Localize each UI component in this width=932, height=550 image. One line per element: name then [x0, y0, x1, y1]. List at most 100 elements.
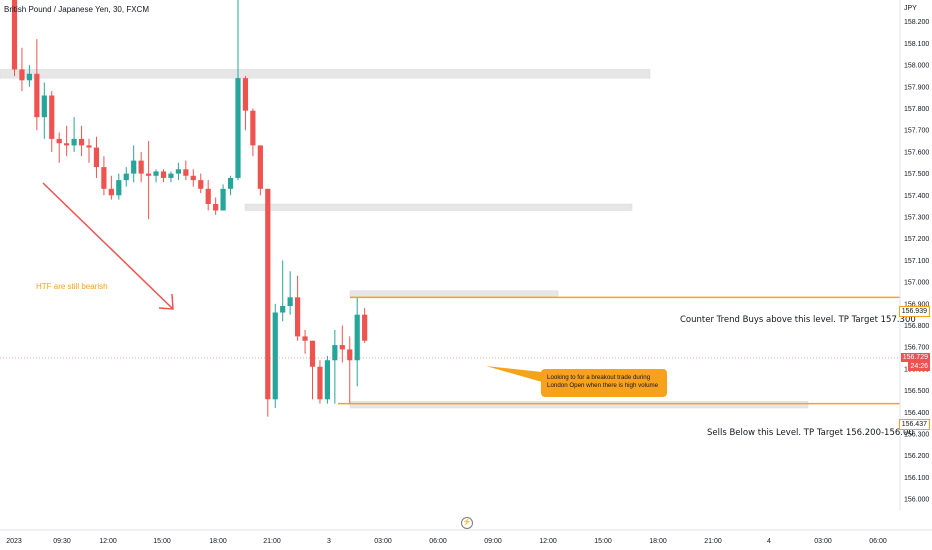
candle-body: [26, 73, 32, 81]
candle-body: [168, 173, 174, 178]
candle-body: [56, 138, 62, 144]
price-tick-label: 157.700: [904, 128, 929, 135]
candle-body: [175, 169, 181, 174]
candle-body: [93, 147, 100, 168]
time-tick-label: 21:00: [704, 538, 722, 545]
level-badge-upper: 156.939: [898, 306, 930, 317]
price-tick-label: 157.800: [904, 106, 929, 113]
time-tick-label: 3: [327, 538, 331, 545]
sells-below-label: Sells Below this Level. TP Target 156.20…: [707, 428, 914, 438]
price-tick-label: 156.700: [904, 345, 929, 352]
zone-rect: [244, 203, 633, 211]
price-tick-label: 157.900: [904, 84, 929, 91]
candle-body: [138, 160, 144, 174]
candle-body: [190, 175, 196, 181]
candle-body: [324, 360, 330, 400]
price-tick-label: 156.200: [904, 453, 929, 460]
price-tick-label: 156.300: [904, 432, 929, 439]
counter-trend-label: Counter Trend Buys above this level. TP …: [680, 315, 916, 325]
candle-body: [242, 78, 249, 111]
candle-body: [49, 95, 55, 139]
price-tick-label: 156.900: [904, 301, 929, 308]
callout-pointer: [486, 366, 542, 382]
candle-body: [272, 312, 278, 400]
price-tick-label: 156.500: [904, 388, 929, 395]
price-axis-unit: JPY: [904, 5, 917, 12]
candle-body: [317, 366, 323, 400]
candle-body: [309, 340, 316, 367]
candle-body: [41, 95, 47, 118]
htf-annotation: HTF are still bearish: [36, 282, 108, 291]
time-tick-label: 18:00: [209, 538, 227, 545]
price-tick-label: 157.300: [904, 215, 929, 222]
countdown-badge: 24:26: [908, 362, 930, 371]
time-tick-label: 03:00: [814, 538, 832, 545]
candle-body: [86, 145, 92, 148]
current-price-badge: 156.729: [900, 353, 930, 362]
candle-body: [108, 188, 114, 196]
price-tick-label: 157.500: [904, 171, 929, 178]
time-tick-label: 09:30: [53, 538, 71, 545]
candle-body: [131, 160, 137, 174]
candle-body: [250, 110, 256, 146]
price-tick-label: 156.000: [904, 497, 929, 504]
zone-rect: [0, 69, 651, 79]
candle-body: [362, 314, 368, 341]
bearish-arrow-head: [158, 293, 174, 310]
price-tick-label: 156.100: [904, 475, 929, 482]
time-tick-label: 03:00: [374, 538, 392, 545]
candle-body: [354, 314, 360, 361]
level-badge-lower: 156.437: [898, 419, 930, 430]
candle-body: [34, 73, 40, 118]
candle-body: [287, 297, 293, 306]
price-tick-label: 158.200: [904, 19, 929, 26]
candle-body: [64, 143, 70, 146]
candle-body: [146, 173, 152, 176]
price-tick-label: 157.400: [904, 193, 929, 200]
time-tick-label: 12:00: [99, 538, 117, 545]
candle-body: [302, 336, 308, 341]
candle-body: [295, 297, 301, 337]
price-tick-label: 156.800: [904, 323, 929, 330]
candle-body: [123, 173, 129, 181]
candle-body: [235, 78, 241, 178]
candle-body: [280, 306, 286, 313]
zone-rect: [349, 401, 809, 409]
candle-body: [71, 138, 77, 146]
time-tick-label: 18:00: [649, 538, 667, 545]
price-tick-label: 157.600: [904, 149, 929, 156]
candle-body: [332, 345, 338, 361]
time-tick-label: 06:00: [429, 538, 447, 545]
bearish-arrow-shaft: [42, 182, 174, 310]
price-tick-label: 158.000: [904, 63, 929, 70]
candle-body: [347, 349, 353, 361]
candle-body: [153, 171, 159, 176]
time-axis: 2023 09:30 12:00 15:00 18:00 21:00 3 03:00 06:00…: [0, 529, 932, 545]
time-tick-label: 09:00: [484, 538, 502, 545]
candle-body: [19, 69, 25, 81]
candle-body: [198, 180, 204, 189]
time-tick-label: 15:00: [153, 538, 171, 545]
candle-body: [220, 188, 226, 211]
candle-body: [11, 0, 18, 70]
candle-body: [257, 145, 263, 189]
chart-title: British Pound / Japanese Yen, 30, FXCM: [4, 5, 149, 14]
price-tick-label: 157.200: [904, 236, 929, 243]
candle-body: [339, 345, 345, 350]
time-tick-label: 21:00: [263, 538, 281, 545]
zone-rect: [349, 290, 559, 298]
timezone-icon[interactable]: ⚡: [461, 517, 473, 529]
time-tick-label: 12:00: [539, 538, 557, 545]
price-tick-label: 157.100: [904, 258, 929, 265]
candle-body: [227, 177, 234, 189]
candle-body: [265, 188, 271, 400]
candle-body: [183, 169, 189, 176]
time-tick-label: 2023: [6, 538, 22, 545]
time-tick-label: 15:00: [594, 538, 612, 545]
price-tick-label: 158.100: [904, 41, 929, 48]
breakout-callout: Looking to for a breakout trade during L…: [541, 369, 667, 397]
price-tick-label: 156.400: [904, 410, 929, 417]
candle-body: [205, 188, 211, 204]
candle-body: [160, 171, 167, 178]
